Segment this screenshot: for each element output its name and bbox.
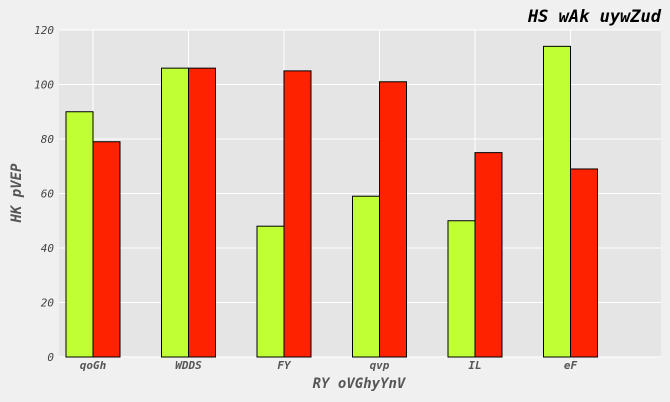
x-tick-label: qoGh (80, 359, 107, 372)
y-tick-label: 20 (41, 297, 55, 310)
y-tick-label: 0 (47, 351, 54, 364)
bar-series1 (66, 112, 93, 357)
bar-series1 (353, 196, 380, 357)
bar-series1 (257, 226, 284, 357)
x-axis-label: RY oVGhyYnV (313, 376, 407, 392)
bar-series2 (284, 71, 311, 357)
y-tick-label: 120 (34, 24, 54, 37)
x-tick-label: FY (277, 359, 292, 372)
bar-series2 (380, 82, 407, 357)
y-tick-label: 40 (41, 242, 55, 255)
x-tick-label: IL (468, 359, 481, 372)
y-tick-labels: 0 20 40 60 80 100 120 (34, 24, 54, 364)
x-tick-label: WDDS (175, 359, 202, 372)
x-tick-labels: qoGh WDDS FY qvp IL eF (80, 359, 578, 372)
x-tick-label: eF (564, 359, 578, 372)
x-tick-label: qvp (370, 359, 390, 372)
bar-series2 (189, 68, 216, 357)
bar-series1 (162, 68, 189, 357)
y-tick-label: 60 (41, 188, 55, 201)
y-axis-label: HK pVEP (9, 163, 25, 224)
bar-series1 (448, 221, 475, 357)
bar-series1 (544, 46, 571, 357)
bar-series2 (571, 169, 598, 357)
chart-title: HS wAk uywZud (527, 7, 662, 27)
y-tick-label: 80 (41, 133, 55, 146)
y-tick-label: 100 (34, 79, 54, 92)
bar-series2 (475, 153, 502, 357)
bar-series2 (93, 142, 120, 357)
